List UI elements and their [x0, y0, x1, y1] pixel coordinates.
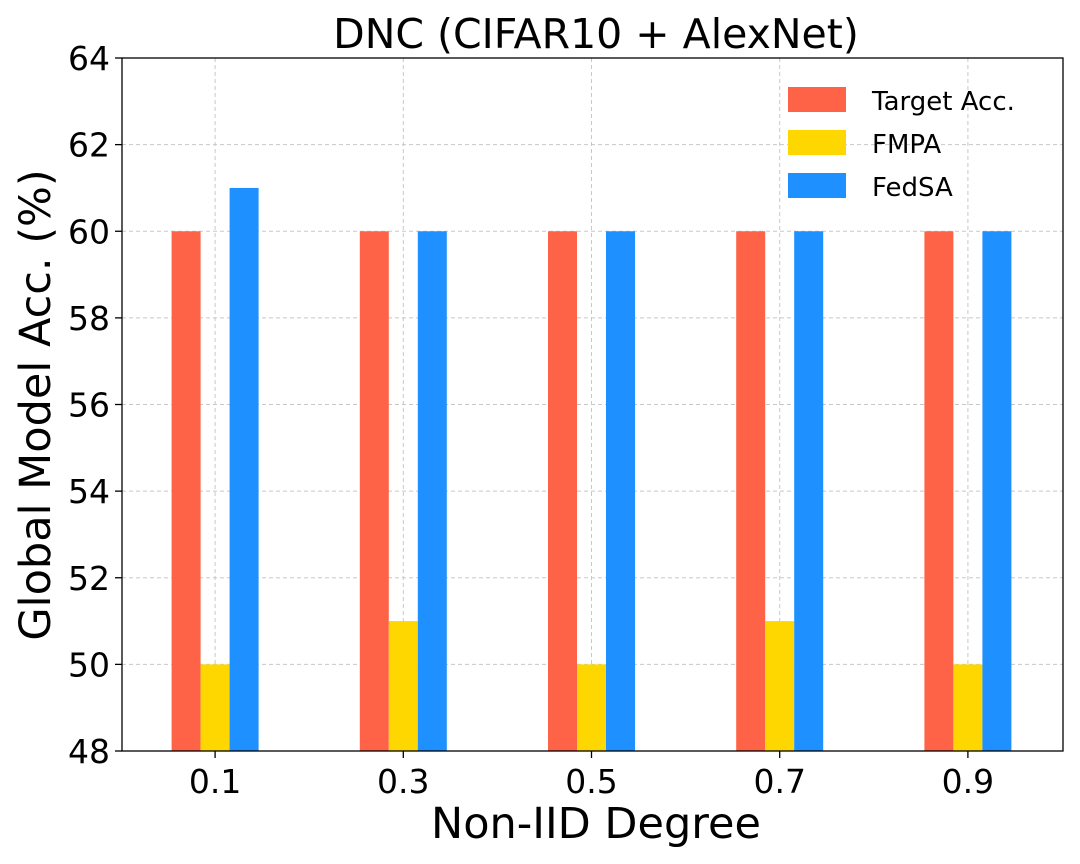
bar-fedsa-0_7 [794, 231, 824, 751]
legend-swatch-1 [788, 130, 846, 155]
ticks-layer: 48 50 52 54 56 58 60 62 64 0.1 0.3 0.5 0.7 0.9 [68, 39, 994, 801]
y-tick-label: 48 [68, 732, 110, 771]
y-tick-label: 64 [68, 39, 110, 78]
bar-fmpa-0_3 [388, 621, 418, 751]
legend: Target Acc. FMPA FedSA [788, 87, 1015, 203]
bars-layer [171, 187, 1012, 751]
bar-fmpa-0_5 [577, 664, 606, 751]
x-tick-label: 0.7 [753, 762, 805, 801]
bar-fedsa-0_5 [606, 231, 635, 751]
x-axis-label: Non-IID Degree [431, 799, 761, 849]
y-axis-label: Global Model Acc. (%) [11, 169, 61, 640]
y-tick-label: 58 [68, 299, 110, 338]
bar-fmpa-0_1 [200, 664, 230, 751]
bar-target-acc-0_3 [359, 231, 389, 751]
bar-target-acc-0_5 [548, 231, 577, 751]
y-tick-label: 54 [68, 472, 110, 511]
chart-title: DNC (CIFAR10 + AlexNet) [333, 10, 859, 58]
x-tick-label: 0.5 [565, 762, 617, 801]
y-tick-label: 56 [68, 386, 110, 425]
legend-label-0: Target Acc. [871, 87, 1015, 117]
y-tick-label: 62 [68, 126, 110, 165]
bar-target-acc-0_1 [171, 231, 201, 751]
y-tick-label: 60 [68, 212, 110, 251]
bar-fedsa-0_3 [417, 231, 447, 751]
bar-fedsa-0_9 [982, 231, 1012, 751]
legend-swatch-0 [788, 87, 846, 112]
x-tick-label: 0.1 [189, 762, 241, 801]
y-tick-label: 52 [68, 559, 110, 598]
legend-swatch-2 [788, 173, 846, 198]
bar-target-acc-0_7 [736, 231, 766, 751]
legend-label-1: FMPA [872, 130, 941, 160]
x-tick-label: 0.9 [942, 762, 994, 801]
y-tick-label: 50 [68, 645, 110, 684]
x-tick-label: 0.3 [377, 762, 429, 801]
bar-target-acc-0_9 [924, 231, 954, 751]
bar-fmpa-0_9 [953, 664, 983, 751]
bar-fmpa-0_7 [765, 621, 795, 751]
bar-fedsa-0_1 [229, 187, 259, 751]
grid-layer [122, 57, 1063, 752]
legend-label-2: FedSA [872, 173, 953, 203]
